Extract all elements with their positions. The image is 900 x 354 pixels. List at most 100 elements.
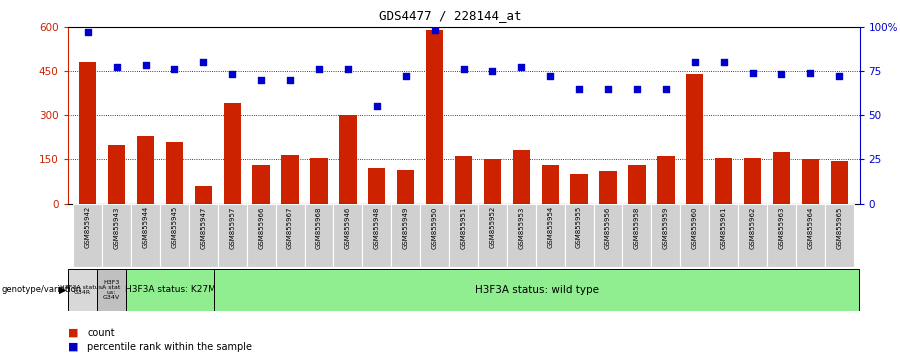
Point	[167, 66, 182, 72]
Point	[716, 59, 731, 65]
Point	[745, 70, 760, 75]
Bar	[108, 144, 125, 204]
Bar	[738, 204, 767, 267]
Text: GDS4477 / 228144_at: GDS4477 / 228144_at	[379, 9, 521, 22]
Text: GSM855949: GSM855949	[402, 206, 409, 249]
Bar	[253, 165, 270, 204]
Text: H3F3A status:
G34R: H3F3A status: G34R	[60, 285, 104, 295]
Bar	[79, 62, 96, 204]
Text: GSM855966: GSM855966	[258, 206, 265, 249]
Text: GSM855952: GSM855952	[490, 206, 495, 249]
Point	[370, 103, 384, 109]
Point	[832, 73, 847, 79]
Text: GSM855948: GSM855948	[374, 206, 380, 249]
Text: GSM855961: GSM855961	[721, 206, 726, 249]
Text: GSM855943: GSM855943	[113, 206, 120, 249]
Bar	[449, 204, 478, 267]
Point	[601, 86, 616, 91]
Point	[311, 66, 326, 72]
Point	[803, 70, 817, 75]
Point	[456, 66, 471, 72]
Bar	[339, 115, 356, 204]
Bar	[137, 136, 154, 204]
Bar	[333, 204, 363, 267]
Text: GSM855953: GSM855953	[518, 206, 525, 249]
Point	[399, 73, 413, 79]
Point	[514, 64, 528, 70]
Bar	[166, 142, 183, 204]
Bar	[131, 204, 160, 267]
Point	[774, 72, 788, 77]
Text: H3F3A status: K27M: H3F3A status: K27M	[125, 285, 216, 295]
Bar	[218, 204, 247, 267]
Bar	[507, 204, 536, 267]
Bar	[223, 103, 241, 204]
Text: GSM855945: GSM855945	[171, 206, 177, 249]
Bar	[628, 165, 645, 204]
Bar	[599, 171, 616, 204]
Point	[254, 77, 268, 82]
Bar	[594, 204, 623, 267]
Point	[341, 66, 356, 72]
Bar	[796, 204, 824, 267]
Bar	[831, 161, 848, 204]
Text: GSM855962: GSM855962	[750, 206, 756, 249]
Bar	[657, 156, 674, 204]
Bar	[715, 158, 733, 204]
Bar	[97, 269, 126, 311]
Text: GSM855968: GSM855968	[316, 206, 322, 249]
Bar	[709, 204, 738, 267]
Text: GSM855942: GSM855942	[85, 206, 91, 249]
Bar	[478, 204, 507, 267]
Bar	[363, 204, 392, 267]
Bar	[773, 152, 790, 204]
Bar	[126, 269, 214, 311]
Text: GSM855957: GSM855957	[230, 206, 235, 249]
Text: GSM855954: GSM855954	[547, 206, 553, 249]
Bar	[68, 269, 97, 311]
Text: H3F3A status: wild type: H3F3A status: wild type	[475, 285, 598, 295]
Text: GSM855951: GSM855951	[461, 206, 466, 249]
Text: GSM855958: GSM855958	[634, 206, 640, 249]
Text: genotype/variation: genotype/variation	[2, 285, 82, 295]
Text: GSM855944: GSM855944	[142, 206, 148, 249]
Bar	[824, 204, 854, 267]
Text: GSM855965: GSM855965	[836, 206, 842, 249]
Text: ▶: ▶	[58, 285, 66, 295]
Bar	[564, 204, 594, 267]
Point	[428, 27, 442, 33]
Bar	[767, 204, 796, 267]
Bar	[686, 74, 704, 204]
Text: GSM855964: GSM855964	[807, 206, 814, 249]
Bar	[397, 170, 414, 204]
Bar	[542, 165, 559, 204]
Bar	[73, 204, 103, 267]
Bar	[214, 269, 860, 311]
Point	[110, 64, 124, 70]
Point	[688, 59, 702, 65]
Bar	[368, 168, 385, 204]
Text: GSM855959: GSM855959	[662, 206, 669, 249]
Text: GSM855947: GSM855947	[201, 206, 206, 249]
Bar	[275, 204, 304, 267]
Bar	[247, 204, 275, 267]
Text: GSM855960: GSM855960	[692, 206, 698, 249]
Point	[225, 72, 239, 77]
Bar	[571, 174, 588, 204]
Bar	[483, 159, 501, 204]
Bar	[282, 155, 299, 204]
Point	[543, 73, 557, 79]
Text: GSM855963: GSM855963	[778, 206, 785, 249]
Bar	[680, 204, 709, 267]
Bar	[194, 186, 212, 204]
Bar	[420, 204, 449, 267]
Text: ■: ■	[68, 342, 78, 352]
Bar	[392, 204, 420, 267]
Text: GSM855967: GSM855967	[287, 206, 293, 249]
Point	[572, 86, 586, 91]
Bar	[623, 204, 652, 267]
Point	[630, 86, 644, 91]
Bar	[426, 29, 444, 204]
Bar	[536, 204, 564, 267]
Text: GSM855946: GSM855946	[345, 206, 351, 249]
